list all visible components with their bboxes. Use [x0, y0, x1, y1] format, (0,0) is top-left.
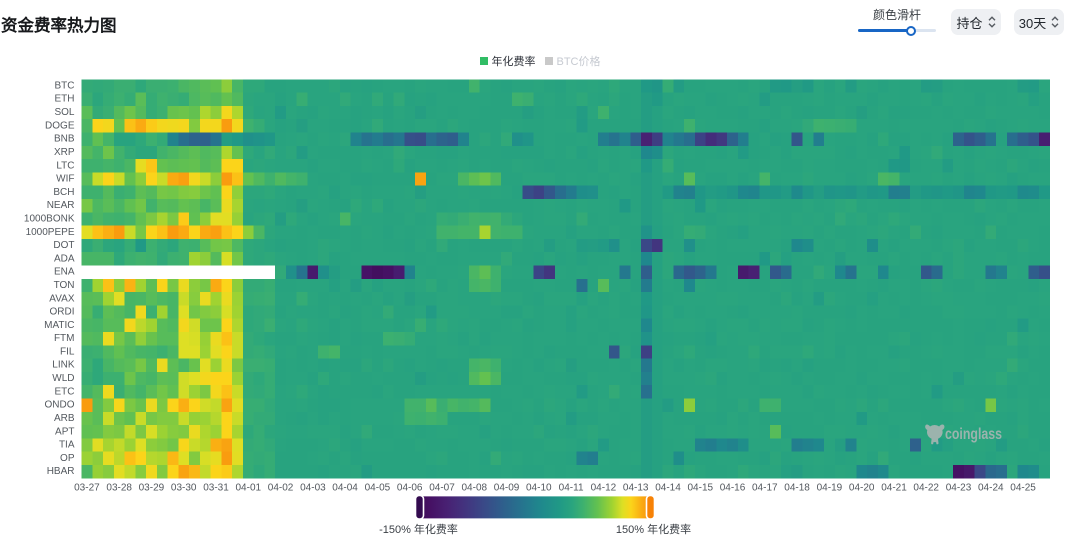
svg-text:04-18: 04-18	[784, 483, 810, 494]
svg-text:WLD: WLD	[52, 373, 74, 384]
svg-text:04-20: 04-20	[849, 483, 875, 494]
svg-text:04-16: 04-16	[720, 483, 746, 494]
svg-text:1000PEPE: 1000PEPE	[26, 227, 75, 238]
svg-text:150% 年化费率: 150% 年化费率	[616, 522, 691, 536]
svg-text:04-15: 04-15	[688, 483, 714, 494]
svg-text:-150% 年化费率: -150% 年化费率	[379, 522, 458, 536]
svg-text:LINK: LINK	[52, 360, 75, 371]
svg-text:MATIC: MATIC	[44, 320, 74, 331]
svg-text:FTM: FTM	[54, 333, 75, 344]
svg-text:04-02: 04-02	[268, 483, 294, 494]
svg-text:04-08: 04-08	[462, 483, 488, 494]
svg-text:04-14: 04-14	[655, 483, 681, 494]
svg-text:04-12: 04-12	[591, 483, 617, 494]
svg-text:03-29: 03-29	[139, 483, 165, 494]
svg-text:NEAR: NEAR	[47, 200, 75, 211]
svg-text:04-10: 04-10	[526, 483, 552, 494]
svg-text:04-06: 04-06	[397, 483, 423, 494]
svg-text:ETC: ETC	[55, 386, 75, 397]
svg-text:ETH: ETH	[55, 94, 75, 105]
svg-text:03-30: 03-30	[171, 483, 197, 494]
svg-text:ONDO: ONDO	[45, 400, 75, 411]
svg-text:OP: OP	[60, 453, 75, 464]
svg-text:APT: APT	[55, 426, 74, 437]
svg-text:04-24: 04-24	[978, 483, 1004, 494]
svg-text:BTC: BTC	[55, 81, 75, 92]
svg-text:04-22: 04-22	[913, 483, 939, 494]
svg-text:XRP: XRP	[54, 147, 75, 158]
svg-text:04-04: 04-04	[332, 483, 358, 494]
svg-text:04-03: 04-03	[300, 483, 326, 494]
svg-text:BCH: BCH	[53, 187, 74, 198]
svg-text:04-11: 04-11	[559, 483, 584, 494]
svg-text:03-28: 03-28	[106, 483, 132, 494]
svg-text:03-27: 03-27	[74, 483, 100, 494]
svg-text:ENA: ENA	[54, 267, 75, 278]
svg-text:04-01: 04-01	[236, 483, 262, 494]
svg-text:ADA: ADA	[54, 253, 75, 264]
svg-text:DOGE: DOGE	[45, 120, 75, 131]
svg-text:TON: TON	[54, 280, 75, 291]
svg-text:03-31: 03-31	[203, 483, 229, 494]
svg-text:04-09: 04-09	[494, 483, 520, 494]
svg-text:04-25: 04-25	[1010, 483, 1036, 494]
svg-text:coinglass: coinglass	[945, 426, 1002, 443]
svg-text:HBAR: HBAR	[47, 466, 75, 477]
svg-text:04-17: 04-17	[752, 483, 778, 494]
svg-text:04-23: 04-23	[946, 483, 972, 494]
svg-text:SOL: SOL	[54, 107, 74, 118]
svg-text:FIL: FIL	[60, 346, 75, 357]
svg-text:LTC: LTC	[56, 160, 74, 171]
svg-text:04-21: 04-21	[881, 483, 907, 494]
svg-text:04-13: 04-13	[623, 483, 649, 494]
svg-text:DOT: DOT	[53, 240, 74, 251]
svg-text:04-05: 04-05	[365, 483, 391, 494]
svg-text:04-19: 04-19	[817, 483, 843, 494]
svg-text:ARB: ARB	[54, 413, 75, 424]
svg-text:ORDI: ORDI	[50, 307, 75, 318]
svg-text:WIF: WIF	[56, 174, 74, 185]
svg-text:TIA: TIA	[59, 440, 75, 451]
svg-text:1000BONK: 1000BONK	[24, 214, 75, 225]
svg-text:AVAX: AVAX	[49, 293, 75, 304]
svg-text:BNB: BNB	[54, 134, 75, 145]
svg-text:04-07: 04-07	[429, 483, 455, 494]
